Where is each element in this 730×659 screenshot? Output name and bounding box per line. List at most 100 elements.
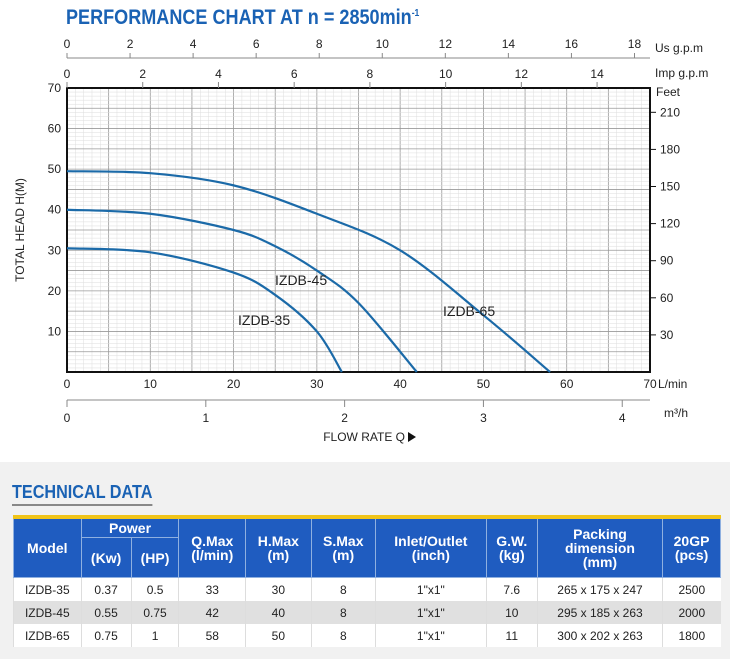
- imp-gpm-tick-label: 0: [64, 67, 71, 81]
- table-cell: 0.55: [80, 601, 132, 624]
- arrow-icon: [408, 432, 416, 442]
- x-tick-label: 60: [560, 377, 574, 391]
- y-tick-label: 10: [48, 324, 62, 338]
- imp-gpm-tick-label: 2: [139, 67, 146, 81]
- header-20gp: 20GP (pcs): [662, 516, 721, 578]
- feet-tick-label: 210: [660, 105, 680, 119]
- table-cell: 40: [245, 601, 312, 624]
- feet-unit: Feet: [656, 85, 681, 99]
- m3h-tick-label: 2: [341, 411, 348, 425]
- table-cell: IZDB-35: [13, 577, 82, 601]
- us-gpm-tick-label: 10: [376, 37, 390, 51]
- m3h-tick-label: 3: [480, 411, 487, 425]
- imp-gpm-tick-label: 6: [291, 67, 298, 81]
- x-unit-label: L/min: [658, 377, 687, 391]
- table-cell: 8: [310, 577, 376, 601]
- technical-data-table: Model Power Q.Max (l/min) H.Max (m) S.Max(…: [13, 515, 721, 647]
- imp-gpm-tick-label: 12: [515, 67, 529, 81]
- y-tick-label: 70: [48, 81, 62, 95]
- us-gpm-tick-label: 0: [64, 37, 71, 51]
- m3h-unit: m³/h: [664, 406, 688, 420]
- x-tick-label: 0: [64, 377, 71, 391]
- header-gw: G.W. (kg): [485, 516, 538, 578]
- x-axis-label: FLOW RATE Q: [323, 430, 405, 444]
- table-cell: 0.37: [80, 577, 132, 601]
- series-label: IZDB-65: [443, 303, 495, 319]
- table-cell: 7.6: [485, 577, 538, 601]
- table-cell: 0.75: [80, 624, 132, 647]
- header-kw: (Kw): [80, 537, 132, 578]
- table-cell: 0.5: [130, 577, 179, 601]
- series-line-izdb-45: [66, 208, 418, 373]
- y-tick-label: 30: [48, 243, 62, 257]
- table-cell: 10: [485, 601, 538, 624]
- feet-tick-label: 150: [660, 180, 680, 194]
- table-cell: 1"x1": [375, 624, 487, 647]
- us-gpm-tick-label: 8: [316, 37, 323, 51]
- table-cell: 300 x 202 x 263: [536, 624, 663, 647]
- x-tick-label: 70: [643, 377, 657, 391]
- x-tick-label: 20: [227, 377, 241, 391]
- technical-data-section: TECHNICAL DATA Model Power Q.Max (l/min) …: [0, 462, 730, 659]
- table-row: IZDB-65 0.75 1 58 50 8 1"x1" 11 300 x 202 x 263 1…: [13, 624, 721, 647]
- imp-gpm-unit: Imp g.p.m: [655, 66, 708, 80]
- table-cell: IZDB-65: [13, 624, 82, 647]
- header-qmax: Q.Max (l/min): [178, 516, 247, 578]
- us-gpm-tick-label: 14: [502, 37, 516, 51]
- x-tick-label: 40: [393, 377, 407, 391]
- table-cell: 30: [245, 577, 312, 601]
- y-tick-label: 50: [48, 162, 62, 176]
- header-power: Power: [80, 516, 180, 538]
- header-smax: S.Max (m): [310, 516, 377, 578]
- performance-chart: 0 10 20 30 40 50 60 70 L/min10203040506070TOTAL …: [13, 37, 708, 444]
- feet-tick-label: 120: [660, 217, 680, 231]
- header-packing: Packing dimension (mm): [536, 516, 664, 578]
- us-gpm-unit: Us g.p.m: [655, 41, 703, 55]
- table-cell: 8: [310, 624, 376, 647]
- table-cell: 1"x1": [375, 601, 487, 624]
- table-cell: 50: [245, 624, 312, 647]
- us-gpm-tick-label: 16: [565, 37, 579, 51]
- y-axis-label: TOTAL HEAD H(M): [13, 178, 27, 282]
- imp-gpm-tick-label: 4: [215, 67, 222, 81]
- header-hp: (HP): [130, 537, 180, 578]
- table-row: IZDB-45 0.55 0.75 42 40 8 1"x1" 10 295 x 185 x 2…: [13, 601, 721, 624]
- table-cell: 2500: [662, 577, 721, 601]
- imp-gpm-tick-label: 14: [590, 67, 604, 81]
- m3h-tick-label: 1: [202, 411, 209, 425]
- table-row: IZDB-35 0.37 0.5 33 30 8 1"x1" 7.6 265 x 175 x 2…: [13, 577, 721, 601]
- imp-gpm-tick-label: 8: [367, 67, 374, 81]
- table-cell: 2000: [662, 601, 721, 624]
- table-cell: 265 x 175 x 247: [536, 577, 663, 601]
- table-cell: 33: [178, 577, 246, 601]
- table-cell: IZDB-45: [13, 601, 82, 624]
- chart-title: PERFORMANCE CHART AT n = 2850min-1: [66, 6, 420, 29]
- y-tick-label: 60: [48, 122, 62, 136]
- table-cell: 1800: [662, 624, 721, 647]
- table-cell: 11: [485, 624, 538, 647]
- feet-tick-label: 180: [660, 142, 680, 156]
- series-line-izdb-35: [66, 247, 343, 373]
- us-gpm-tick-label: 12: [439, 37, 453, 51]
- series-label: IZDB-45: [275, 272, 327, 288]
- feet-tick-label: 30: [660, 328, 674, 342]
- series-label: IZDB-35: [238, 312, 290, 328]
- us-gpm-tick-label: 6: [253, 37, 260, 51]
- header-inlet-outlet: Inlet/Outlet (inch): [375, 516, 487, 578]
- us-gpm-tick-label: 4: [190, 37, 197, 51]
- x-tick-label: 10: [144, 377, 158, 391]
- plot-frame: [66, 87, 651, 373]
- m3h-tick-label: 4: [619, 411, 626, 425]
- x-tick-label: 50: [477, 377, 491, 391]
- y-tick-label: 20: [48, 284, 62, 298]
- series-line-izdb-65: [66, 170, 551, 373]
- table-cell: 1"x1": [375, 577, 487, 601]
- header-model: Model: [13, 516, 82, 578]
- table-cell: 295 x 185 x 263: [536, 601, 663, 624]
- table-cell: 42: [178, 601, 246, 624]
- header-hmax: H.Max (m): [245, 516, 312, 578]
- us-gpm-tick-label: 18: [628, 37, 642, 51]
- table-cell: 1: [130, 624, 179, 647]
- m3h-tick-label: 0: [64, 411, 71, 425]
- feet-tick-label: 90: [660, 254, 674, 268]
